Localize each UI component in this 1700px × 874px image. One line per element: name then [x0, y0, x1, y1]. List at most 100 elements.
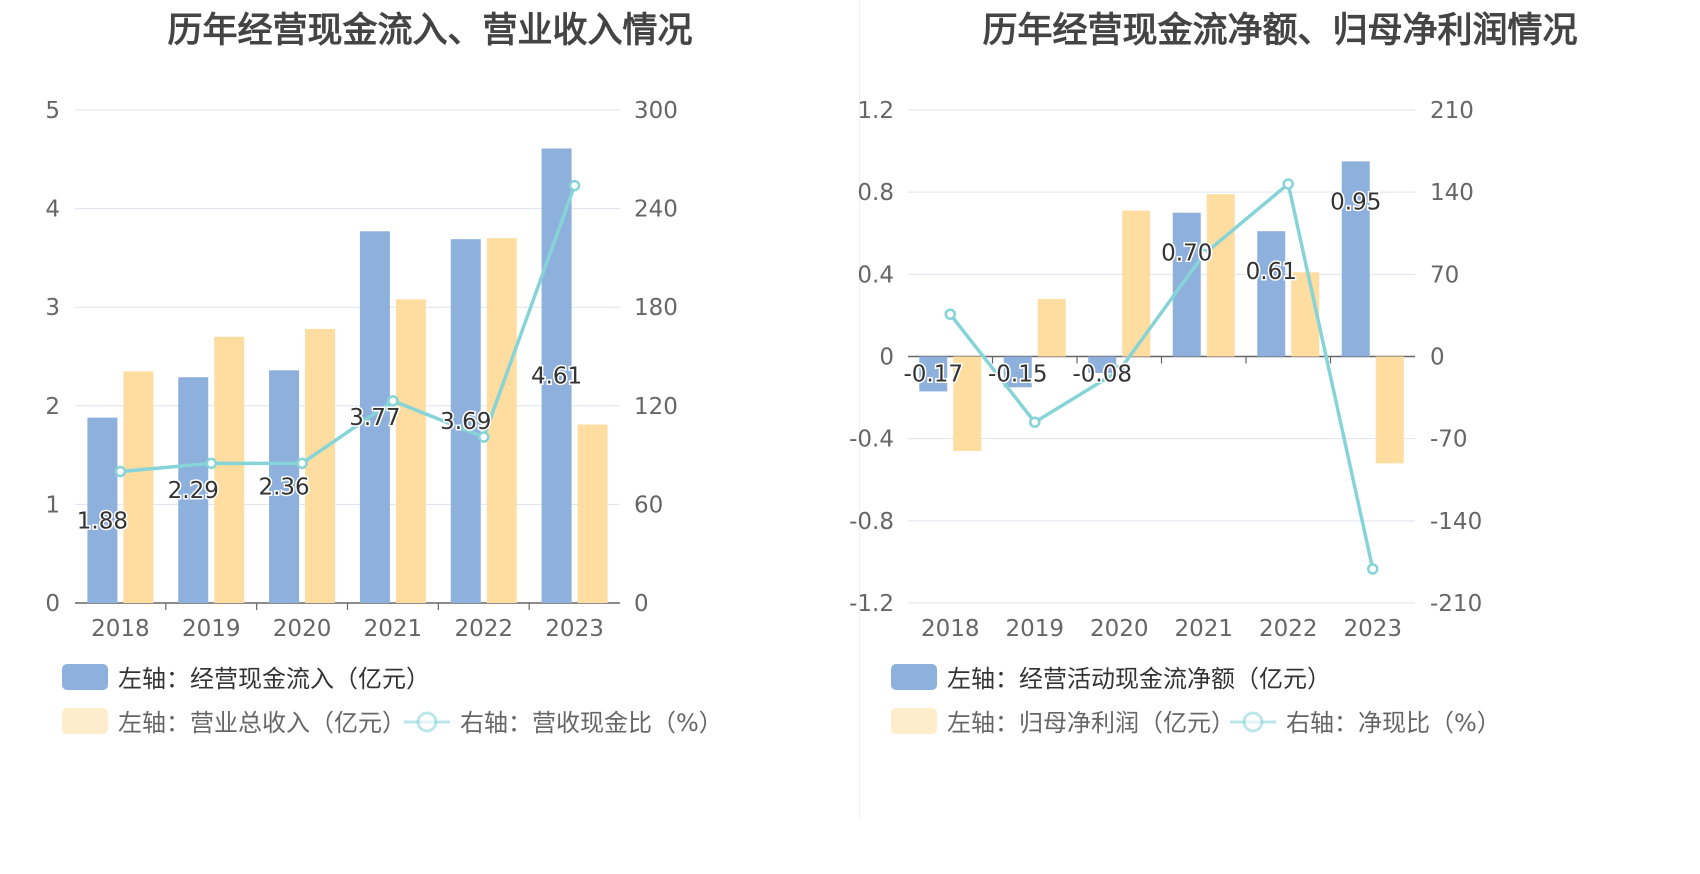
y-tick-label-right: -210 [1430, 591, 1482, 617]
legend-swatch [891, 664, 937, 690]
y-tick-label-right: 70 [1430, 262, 1459, 288]
bar-series-b [305, 328, 336, 603]
y-tick-label-right: 240 [634, 197, 678, 223]
line-series [948, 180, 1375, 570]
bar-series-a [1341, 161, 1370, 357]
bar-series-a [450, 239, 481, 603]
legend-label: 右轴：营收现金比（%） [460, 709, 723, 737]
y-tick-label-right: 60 [634, 492, 663, 518]
y-tick-label-right: 140 [1430, 180, 1474, 206]
x-tick-label: 2023 [545, 616, 604, 642]
y-tick-label-left: 5 [45, 98, 60, 124]
line-point [478, 431, 490, 443]
data-label: 2.36 [258, 475, 309, 501]
line-point [296, 457, 308, 470]
line-point [387, 395, 399, 407]
y-tick-label-left: 0 [879, 345, 894, 371]
line-point [1282, 178, 1294, 190]
x-tick-label: 2022 [454, 616, 513, 642]
chart-group: -1.2 -0.8 -0.4 0 0.4 0.8 1.2 -210 -140 -70 0 70 140 2… [849, 98, 1501, 737]
x-tick-label: 2021 [364, 616, 423, 642]
y-tick-label-right: -140 [1430, 509, 1482, 535]
bar-series-b [953, 356, 982, 451]
data-label: -0.08 [1072, 362, 1132, 388]
bar-series-a [1088, 356, 1117, 373]
legend-label: 左轴：归母净利润（亿元） [947, 709, 1235, 737]
bar-series-b [1375, 356, 1404, 464]
line-point [114, 465, 127, 478]
line-point [568, 179, 581, 192]
line-point [1113, 364, 1125, 377]
bar-series-a [359, 231, 390, 603]
data-label: -0.17 [903, 362, 963, 388]
y-tick-label-right: 180 [634, 295, 678, 321]
y-tick-label-left: 2 [45, 394, 60, 420]
data-label: 0.61 [1246, 259, 1297, 285]
y-tick-label-right: 210 [1430, 98, 1474, 124]
y-tick-label-left: 0.4 [857, 262, 894, 288]
bar-series-b [577, 424, 608, 603]
line-point [205, 457, 217, 470]
chart-title: 历年经营现金流入、营业收入情况 [167, 11, 693, 51]
y-tick-label-left: 4 [45, 197, 60, 223]
y-tick-label-right: 0 [1430, 345, 1445, 371]
data-label: 2.29 [168, 478, 219, 504]
line-point [944, 308, 956, 320]
legend-line-marker [416, 711, 438, 733]
legend-label: 左轴：经营活动现金流净额（亿元） [947, 665, 1331, 693]
y-tick-label-right: 120 [634, 394, 678, 420]
data-label: 0.95 [1330, 189, 1381, 215]
x-tick-label: 2018 [91, 616, 150, 642]
x-tick-label: 2018 [921, 616, 980, 642]
chart-panel-left: 历年经营现金流入、营业收入情况 0 1 2 3 4 5 0 60 120 180 240 300 201… [45, 11, 722, 737]
line-series [120, 184, 577, 474]
data-label: 3.77 [349, 405, 400, 431]
line-point [1029, 416, 1041, 428]
bar-series-a [269, 370, 300, 603]
bar-series-a [1257, 231, 1286, 357]
bar-series-b [123, 371, 154, 603]
chart-panel-right: 历年经营现金流净额、归母净利润情况 -1.2 -0.8 -0.4 0 0.4 0.8 1.2… [849, 0, 1700, 874]
line-point [1367, 563, 1379, 575]
legend-swatch [62, 708, 108, 734]
y-tick-label-left: 0.8 [857, 180, 894, 206]
bar-series-b [1206, 194, 1235, 357]
chart-group: 0 1 2 3 4 5 0 60 120 180 240 300 2018 2019 2020 2021 202… [45, 98, 722, 737]
bar-series-a [178, 377, 209, 603]
y-tick-label-left: 3 [45, 295, 60, 321]
y-tick-label-left: -0.8 [849, 509, 894, 535]
x-tick-label: 2019 [1005, 616, 1064, 642]
y-tick-label-left: -0.4 [849, 427, 894, 453]
x-tick-label: 2021 [1174, 616, 1233, 642]
data-label: -0.15 [988, 362, 1048, 388]
bar-series-b [1037, 298, 1066, 357]
bar-series-b [1291, 272, 1320, 357]
x-tick-label: 2022 [1259, 616, 1318, 642]
x-tick-label: 2019 [182, 616, 241, 642]
chart-title: 历年经营现金流净额、归母净利润情况 [982, 11, 1578, 51]
y-tick-label-left: 1.2 [857, 98, 894, 124]
data-label: 0.70 [1161, 241, 1212, 267]
x-tick-label: 2020 [273, 616, 332, 642]
chart-canvas: -1.2 -0.8 -0.4 0 0.4 0.8 1.2 -210 -140 -70 0 70 140 2… [849, 98, 1501, 737]
bar-series-a [1172, 212, 1201, 357]
y-tick-label-left: 1 [45, 492, 60, 518]
bar-series-a [87, 417, 118, 603]
data-label: 1.88 [77, 508, 128, 534]
x-tick-label: 2020 [1090, 616, 1149, 642]
bar-series-a [919, 356, 948, 392]
bar-series-b [214, 336, 245, 603]
legend-label: 左轴：经营现金流入（亿元） [118, 665, 430, 693]
bar-series-a [541, 148, 572, 604]
bar-series-b [486, 238, 517, 603]
y-tick-label-left: 0 [45, 591, 60, 617]
legend-swatch [891, 708, 937, 734]
y-tick-label-left: -1.2 [849, 591, 894, 617]
legend-label: 左轴：营业总收入（亿元） [118, 709, 406, 737]
legend-label: 右轴：净现比（%） [1286, 709, 1501, 737]
y-tick-label-right: 300 [634, 98, 678, 124]
data-label: 4.61 [531, 364, 582, 390]
line-point [1198, 248, 1210, 261]
bar-series-b [395, 299, 426, 603]
x-tick-label: 2023 [1343, 616, 1402, 642]
